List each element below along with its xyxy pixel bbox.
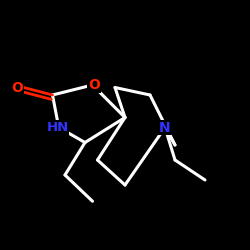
Text: O: O xyxy=(88,78,100,92)
Text: O: O xyxy=(12,80,24,94)
Text: HN: HN xyxy=(46,121,68,134)
Text: N: N xyxy=(159,120,171,134)
